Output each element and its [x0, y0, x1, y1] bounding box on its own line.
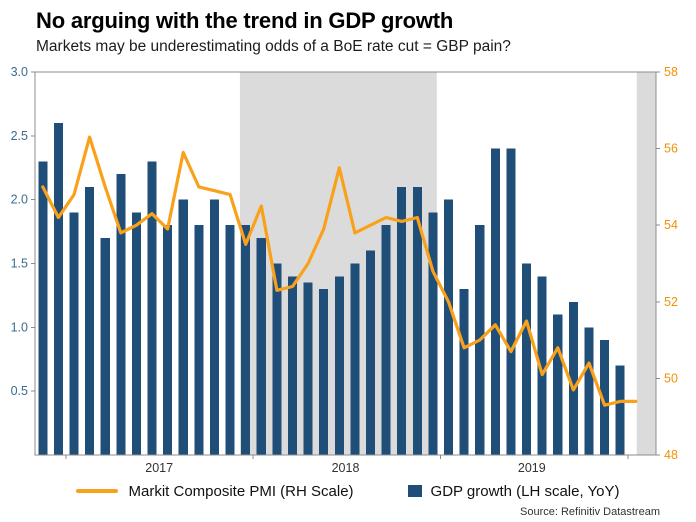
chart-canvas: 3.0 2.5 2.0 1.5 1.0 0.5 58 56 54 52 50 48 2017 2018 20…	[11, 65, 678, 475]
legend-label-gdp: GDP growth (LH scale, YoY)	[430, 482, 620, 500]
gdp-bar	[147, 161, 157, 456]
gdp-bar	[272, 263, 282, 456]
gdp-bar	[131, 212, 141, 456]
gdp-bar	[194, 225, 204, 456]
gdp-bar	[522, 263, 532, 456]
left-axis-label: 2.5	[11, 129, 28, 143]
left-axis-label: 2.0	[11, 193, 28, 207]
gdp-bar	[615, 365, 625, 456]
gdp-bar	[287, 276, 297, 456]
gdp-bar	[225, 225, 235, 456]
gdp-bar	[553, 314, 563, 456]
chart-header: No arguing with the trend in GDP growth …	[0, 0, 696, 56]
right-axis-label: 48	[664, 448, 678, 462]
right-axis-label: 50	[664, 372, 678, 386]
gdp-bar	[428, 212, 438, 456]
gdp-bar	[319, 289, 329, 456]
source-attribution: Source: Refinitiv Datastream	[520, 506, 660, 519]
gdp-bar	[256, 238, 266, 456]
gdp-bar	[412, 187, 422, 456]
gdp-bar	[69, 212, 79, 456]
gdp-bar	[100, 238, 110, 456]
gdp-bar	[53, 123, 63, 456]
gdp-bar	[444, 199, 454, 456]
gdp-bar	[350, 263, 360, 456]
page-subtitle: Markets may be underestimating odds of a…	[36, 38, 511, 56]
gdp-bar	[209, 199, 219, 456]
gdp-bar-swatch	[407, 485, 422, 498]
gdp-bar	[490, 148, 500, 456]
page-title: No arguing with the trend in GDP growth	[36, 8, 454, 33]
left-axis-label: 3.0	[11, 65, 28, 79]
legend-item-gdp: GDP growth (LH scale, YoY)	[407, 482, 620, 500]
gdp-bar	[85, 187, 95, 456]
pmi-line-swatch	[76, 488, 119, 494]
gdp-bar	[568, 301, 578, 456]
gdp-bar	[116, 174, 126, 456]
left-axis-label: 1.5	[11, 257, 28, 271]
left-axis-label: 0.5	[11, 384, 28, 398]
gdp-bar	[600, 340, 610, 456]
legend-label-pmi: Markit Composite PMI (RH Scale)	[128, 482, 354, 500]
gdp-bar	[178, 199, 188, 456]
gdp-bar	[537, 276, 547, 456]
x-axis-year-label: 2017	[145, 461, 173, 475]
gdp-bar	[584, 327, 594, 456]
pmi-line	[41, 135, 638, 407]
gdp-bar	[334, 276, 344, 456]
gdp-bar	[365, 250, 376, 456]
x-axis-year-label: 2019	[518, 461, 546, 475]
left-axis-label: 1.0	[11, 320, 28, 334]
right-axis-label: 52	[664, 295, 678, 309]
gdp-bar	[506, 148, 516, 456]
right-axis-label: 56	[664, 142, 678, 156]
gdp-bar	[397, 187, 407, 456]
legend-item-pmi: Markit Composite PMI (RH Scale)	[76, 482, 354, 500]
gdp-bar	[459, 289, 469, 456]
gdp-bar	[381, 225, 391, 456]
right-axis-label: 58	[664, 65, 678, 79]
gdp-bar	[38, 161, 48, 456]
gdp-bar	[241, 225, 251, 456]
x-axis-year-label: 2018	[332, 461, 360, 475]
shaded-band	[636, 72, 656, 456]
gdp-bar	[163, 225, 173, 456]
legend: Markit Composite PMI (RH Scale) GDP grow…	[0, 478, 696, 504]
right-axis-label: 54	[664, 218, 678, 232]
gdp-bar	[303, 282, 313, 456]
